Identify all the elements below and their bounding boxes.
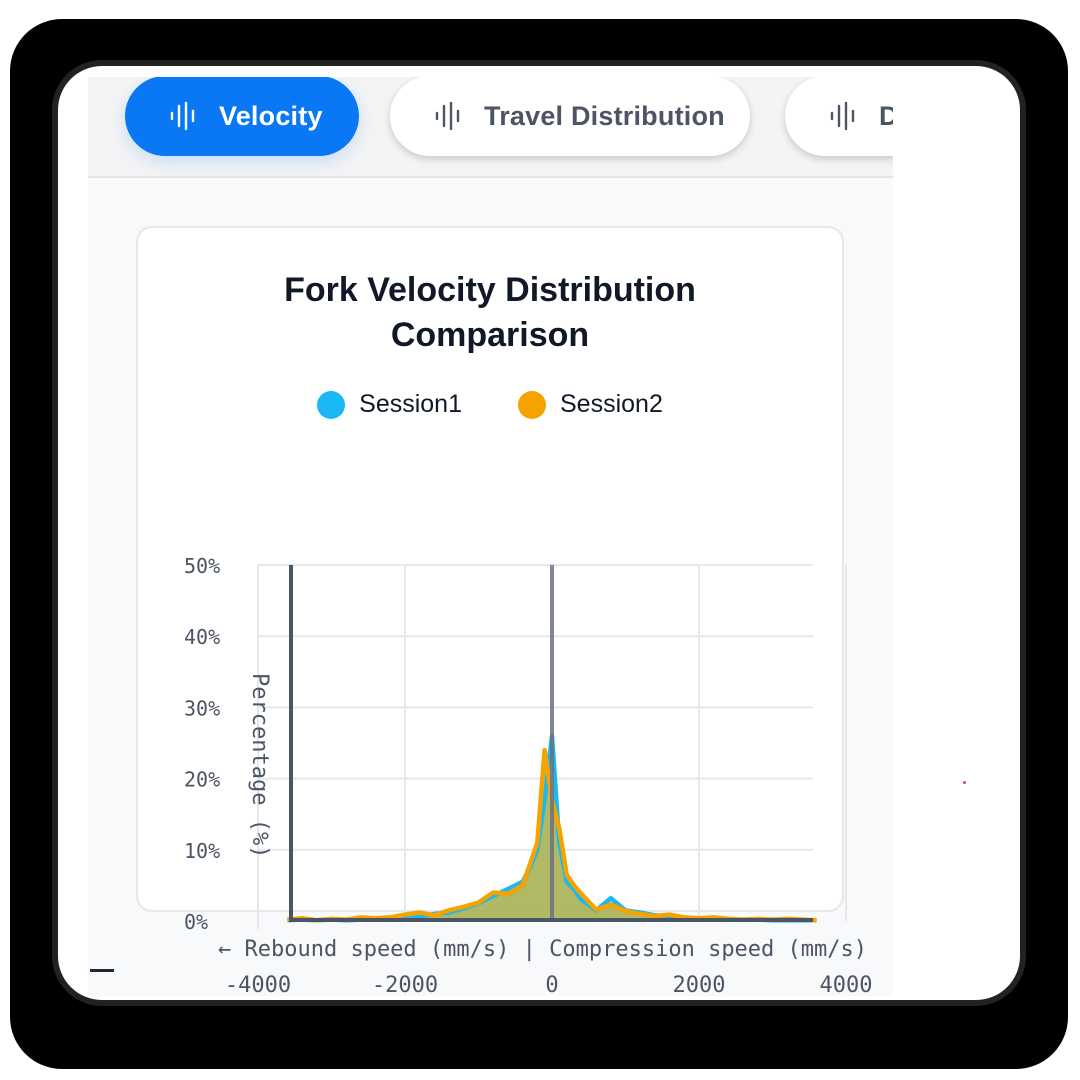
- legend-item-session1[interactable]: Session1: [317, 390, 462, 419]
- legend-dot-session1: [317, 390, 346, 419]
- content-area: Velocity Travel Distribution D Fork Velo…: [88, 77, 893, 996]
- chart-title-line2: Comparison: [390, 316, 590, 354]
- legend-label: Session1: [359, 390, 462, 418]
- chart-card: Fork Velocity Distribution Comparison Se…: [136, 226, 844, 912]
- tab-label: Velocity: [219, 100, 323, 131]
- chart-title-line1: Fork Velocity Distribution: [284, 271, 696, 309]
- tab-label: D: [879, 101, 893, 132]
- waveform-icon: [170, 101, 195, 131]
- waveform-icon: [435, 101, 460, 131]
- screen: Velocity Travel Distribution D Fork Velo…: [58, 66, 1020, 1000]
- legend-dot-session2: [518, 390, 546, 419]
- legend-item-session2[interactable]: Session2: [518, 390, 663, 419]
- tab-travel-distribution[interactable]: Travel Distribution: [390, 77, 750, 156]
- chart-title: Fork Velocity Distribution Comparison: [138, 268, 842, 358]
- legend-label: Session2: [560, 390, 663, 418]
- waveform-icon: [830, 101, 855, 131]
- tab-label: Travel Distribution: [484, 100, 725, 131]
- tab-velocity[interactable]: Velocity: [125, 77, 359, 156]
- chart-legend: Session1 Session2: [138, 390, 842, 419]
- tab-d[interactable]: D: [785, 77, 893, 156]
- divider-dash: [90, 969, 114, 972]
- cursor-artifact: [963, 781, 966, 784]
- tab-bar: Velocity Travel Distribution D: [88, 77, 893, 178]
